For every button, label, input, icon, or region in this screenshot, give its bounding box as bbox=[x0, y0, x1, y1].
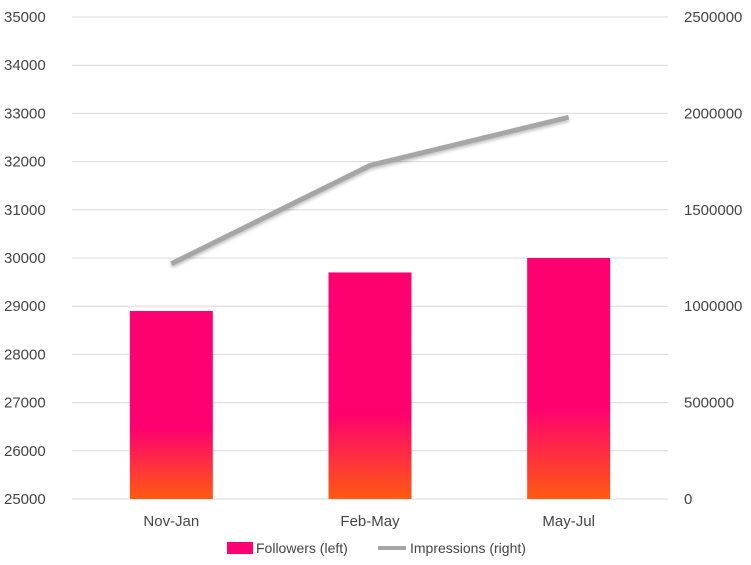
right-axis: 0 500000 1000000 1500000 2000000 2500000 bbox=[684, 9, 742, 508]
category-label: May-Jul bbox=[542, 513, 595, 530]
line-impressions bbox=[170, 114, 570, 267]
left-tick-label: 35000 bbox=[4, 9, 46, 26]
bar-series-followers bbox=[129, 258, 611, 499]
x-axis: Nov-Jan Feb-May May-Jul bbox=[143, 513, 595, 530]
right-tick-label: 1500000 bbox=[684, 202, 742, 219]
right-tick-label: 2500000 bbox=[684, 9, 742, 26]
left-tick-label: 34000 bbox=[4, 57, 46, 74]
left-tick-label: 25000 bbox=[4, 491, 46, 508]
left-tick-label: 30000 bbox=[4, 250, 46, 267]
line-series-impressions bbox=[170, 114, 570, 267]
bar-followers bbox=[328, 272, 412, 499]
left-tick-label: 33000 bbox=[4, 105, 46, 122]
legend: Followers (left) Impressions (right) bbox=[227, 540, 526, 556]
left-tick-label: 28000 bbox=[4, 346, 46, 363]
category-label: Nov-Jan bbox=[143, 513, 199, 530]
legend-label-followers: Followers (left) bbox=[256, 540, 348, 556]
left-tick-label: 32000 bbox=[4, 154, 46, 171]
right-tick-label: 500000 bbox=[684, 395, 734, 412]
category-label: Feb-May bbox=[340, 513, 400, 530]
left-tick-label: 27000 bbox=[4, 395, 46, 412]
legend-label-impressions: Impressions (right) bbox=[410, 540, 526, 556]
right-tick-label: 1000000 bbox=[684, 298, 742, 315]
right-tick-label: 2000000 bbox=[684, 105, 742, 122]
left-tick-label: 29000 bbox=[4, 298, 46, 315]
bar-followers bbox=[129, 311, 213, 499]
left-axis: 25000 26000 27000 28000 29000 30000 31000 32000… bbox=[4, 9, 46, 508]
legend-swatch-followers bbox=[227, 542, 253, 554]
right-tick-label: 0 bbox=[684, 491, 692, 508]
bar-followers bbox=[527, 258, 611, 499]
left-tick-label: 26000 bbox=[4, 443, 46, 460]
left-tick-label: 31000 bbox=[4, 202, 46, 219]
